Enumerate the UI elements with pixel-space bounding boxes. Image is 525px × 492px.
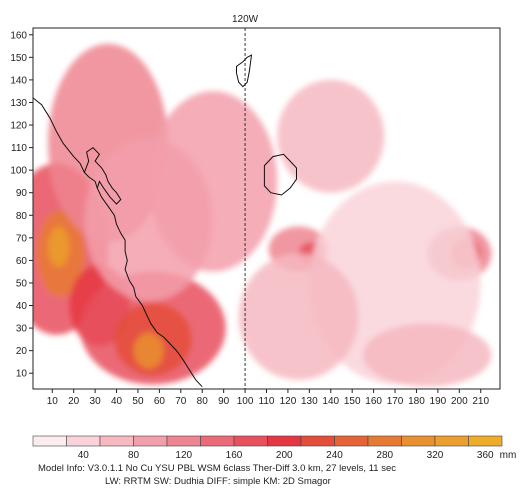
x-tick-label: 90 — [218, 396, 230, 407]
legend-swatch — [233, 435, 268, 447]
x-tick-label: 60 — [154, 396, 166, 407]
x-tick-label: 70 — [175, 396, 187, 407]
y-tick-label: 10 — [16, 369, 28, 380]
y-tick-label: 40 — [16, 301, 28, 312]
model-info-line-1: Model Info: V3.0.1.1 No Cu YSU PBL WSM 6… — [38, 463, 396, 474]
x-tick-label: 110 — [259, 396, 275, 407]
y-tick-label: 70 — [16, 233, 28, 244]
precip-cell — [47, 226, 70, 268]
legend-tick-label: 80 — [128, 450, 140, 461]
precip-cell — [148, 91, 278, 272]
y-tick-label: 140 — [10, 75, 27, 86]
y-tick-label: 30 — [16, 324, 28, 335]
legend-swatch — [468, 435, 503, 447]
y-tick-label: 100 — [10, 166, 27, 177]
gulf-outline — [83, 146, 122, 205]
legend-tick-label: 160 — [226, 450, 243, 461]
y-tick-label: 60 — [16, 256, 28, 267]
legend-tick-label: 240 — [326, 450, 343, 461]
map-plot-area — [32, 27, 501, 390]
legend-swatch — [367, 435, 402, 447]
y-tick-label: 160 — [10, 30, 27, 41]
legend-swatch — [434, 435, 469, 447]
y-tick-label: 50 — [16, 278, 28, 289]
legend-tick-label: 280 — [376, 450, 393, 461]
legend-swatch — [401, 435, 436, 447]
x-tick-label: 190 — [430, 396, 447, 407]
legend-tick-label: 40 — [78, 450, 90, 461]
precip-cell — [362, 323, 492, 387]
precip-contours — [33, 43, 492, 387]
geography-outlines — [33, 54, 297, 388]
x-tick-label: 120 — [280, 396, 297, 407]
legend-tick-label: 320 — [427, 450, 444, 461]
legend-unit: mm — [500, 450, 517, 461]
x-tick-label: 170 — [387, 396, 404, 407]
x-tick-label: 30 — [90, 396, 102, 407]
x-tick-label: 50 — [132, 396, 144, 407]
model-info-line-2: LW: RRTM SW: Dudhia DIFF: simple KM: 2D … — [105, 476, 331, 487]
legend-tick-label: 200 — [276, 450, 293, 461]
legend-swatch — [66, 435, 101, 447]
y-tick-label: 90 — [16, 188, 28, 199]
island-outline — [263, 153, 297, 196]
legend-swatch — [300, 435, 335, 447]
x-tick-label: 10 — [47, 396, 59, 407]
y-tick-label: 110 — [11, 143, 27, 154]
x-tick-label: 80 — [197, 396, 209, 407]
legend-swatch — [99, 435, 134, 447]
x-tick-label: 160 — [365, 396, 382, 407]
x-tick-label: 140 — [322, 396, 339, 407]
x-tick-label: 200 — [451, 396, 468, 407]
coastline — [33, 97, 203, 388]
y-tick-label: 20 — [16, 346, 28, 357]
y-tick-label: 120 — [10, 121, 27, 132]
precip-cell — [277, 79, 385, 193]
y-tick-label: 150 — [10, 53, 27, 64]
y-axis: 10 20 30 40 50 60 70 80 90 100 110 120 130 140 150 160 — [10, 30, 33, 380]
legend-tick-label: 360 — [477, 450, 494, 461]
legend-swatch — [200, 435, 235, 447]
legend-swatch — [334, 435, 369, 447]
y-tick-label: 80 — [16, 211, 28, 222]
legend-swatch — [133, 435, 168, 447]
legend-swatch — [267, 435, 302, 447]
precip-cell — [133, 332, 164, 369]
x-axis: 10 20 30 40 50 60 70 80 90 100 110 120 130 140 150 160 1… — [47, 389, 489, 407]
x-tick-label: 180 — [408, 396, 425, 407]
x-tick-label: 20 — [68, 396, 80, 407]
x-tick-label: 40 — [111, 396, 123, 407]
x-tick-label: 100 — [237, 396, 254, 407]
x-tick-label: 130 — [301, 396, 318, 407]
legend-tick-label: 120 — [175, 450, 192, 461]
x-tick-label: 150 — [344, 396, 361, 407]
precip-cell — [238, 253, 359, 380]
meridian-label: 120W — [232, 14, 259, 25]
color-legend: 4080120160200240280320360400mm — [32, 435, 517, 461]
legend-swatch — [32, 435, 67, 447]
x-tick-label: 210 — [472, 396, 489, 407]
y-tick-label: 130 — [10, 98, 27, 109]
legend-swatch — [166, 435, 201, 447]
precipitation-field — [33, 43, 492, 387]
